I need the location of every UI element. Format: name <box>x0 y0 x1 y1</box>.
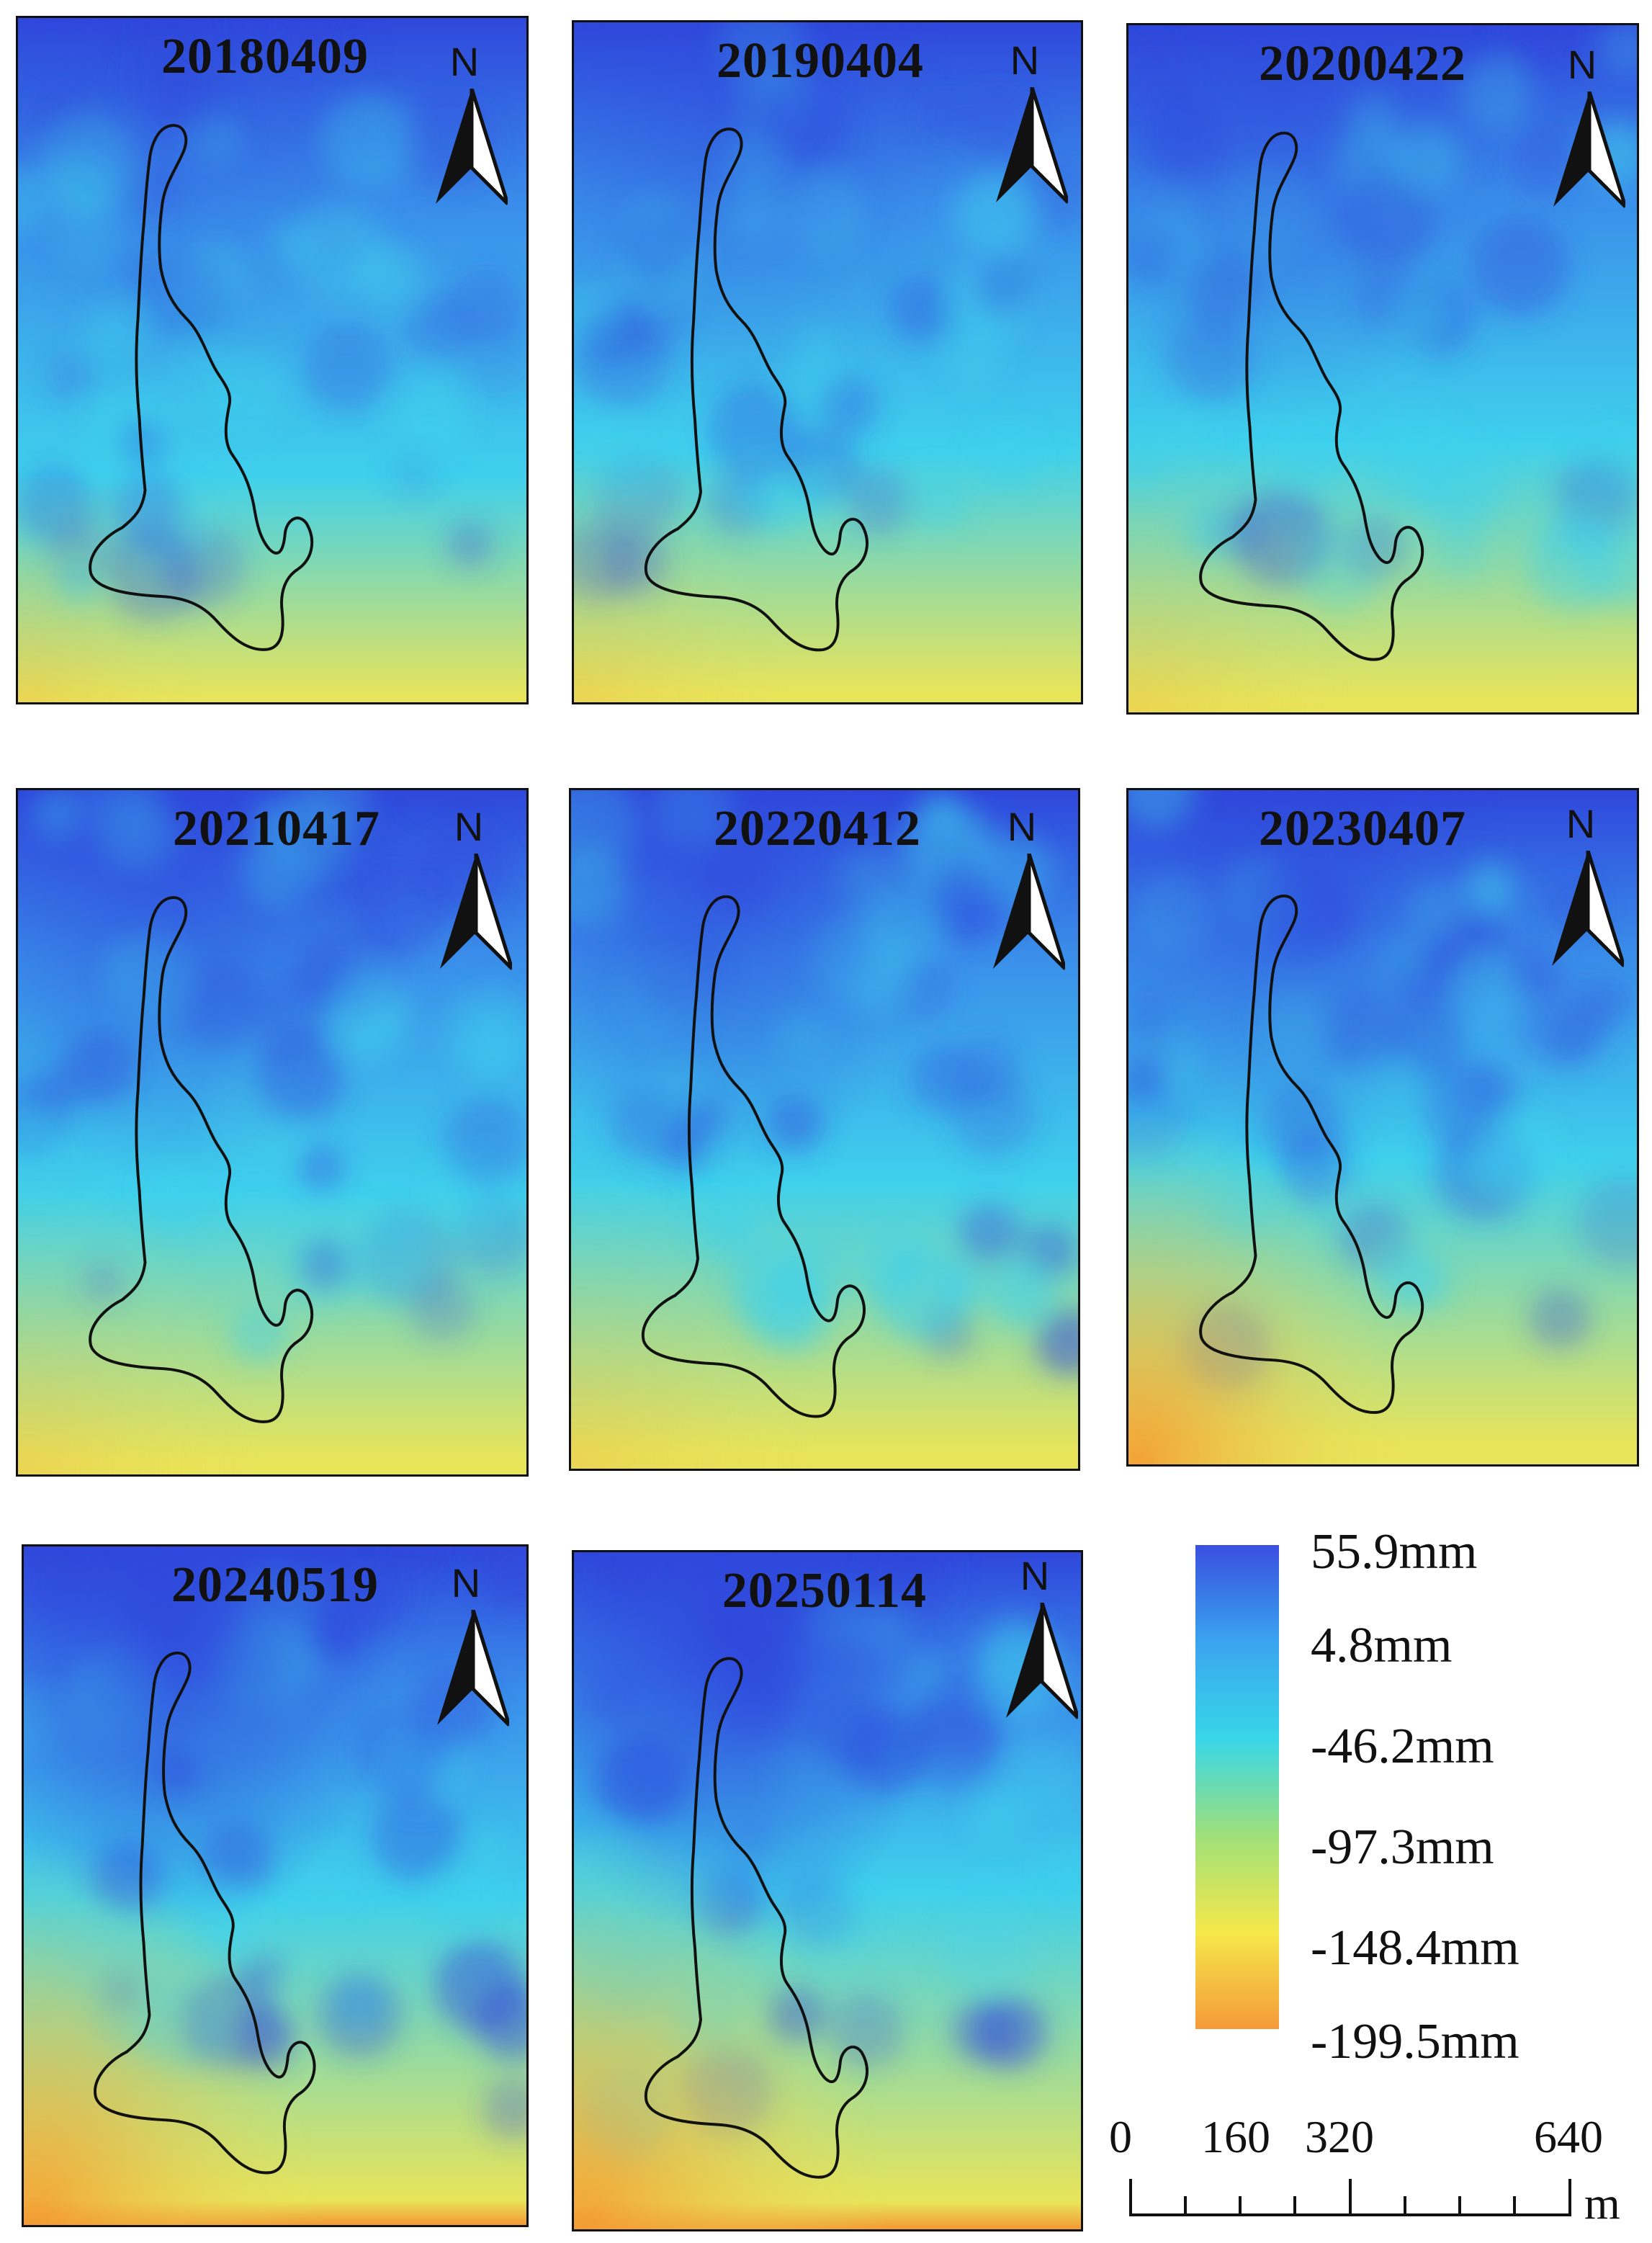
panel-date-title: 20180409 <box>161 29 369 84</box>
legend-label: 4.8mm <box>1311 1618 1453 1673</box>
north-label: N <box>1567 42 1597 87</box>
map-panel-7: 20240519 N <box>22 1544 529 2227</box>
north-label: N <box>1010 37 1040 83</box>
north-label: N <box>451 1560 481 1606</box>
map-panel-5: 20220412 N <box>569 788 1080 1471</box>
north-arrow-icon <box>1552 851 1624 967</box>
north-label: N <box>1566 801 1596 846</box>
landslide-boundary <box>1199 894 1424 1414</box>
north-arrow-icon <box>436 89 508 205</box>
north-arrow: N <box>992 1552 1078 1740</box>
deformation-raster <box>571 790 1078 1469</box>
north-arrow: N <box>1539 41 1625 228</box>
panel-date-title: 20220412 <box>714 801 921 856</box>
deformation-raster <box>18 790 526 1474</box>
legend-label: -148.4mm <box>1311 1920 1519 1976</box>
landslide-boundary <box>644 127 868 652</box>
map-panel-8: 20250114 N <box>572 1550 1083 2231</box>
scale-unit: m <box>1584 2177 1620 2229</box>
scale-bar-ruler <box>1129 2179 1571 2216</box>
legend-label: 55.9mm <box>1311 1524 1478 1580</box>
north-arrow-icon <box>1006 1603 1078 1719</box>
panel-date-title: 20230407 <box>1259 801 1466 856</box>
deformation-raster <box>574 22 1081 702</box>
scale-tick-label: 640 <box>1534 2111 1603 2162</box>
north-arrow: N <box>421 38 508 225</box>
landslide-boundary <box>89 124 314 651</box>
north-label: N <box>454 804 484 849</box>
north-arrow-icon <box>440 854 512 970</box>
deformation-raster <box>18 18 526 702</box>
raster-subsidence-zone <box>18 790 526 1474</box>
north-arrow-icon <box>1553 91 1625 208</box>
raster-subsidence-zone <box>571 790 1078 1469</box>
north-arrow: N <box>979 803 1065 990</box>
landslide-boundary <box>641 895 866 1418</box>
deformation-raster <box>574 1552 1081 2229</box>
legend-label: -199.5mm <box>1311 2014 1519 2069</box>
deformation-raster <box>1128 790 1637 1464</box>
legend-label: -97.3mm <box>1311 1819 1494 1875</box>
landslide-boundary <box>89 896 314 1423</box>
legend-label: -46.2mm <box>1311 1719 1494 1774</box>
scale-tick-label: 160 <box>1201 2111 1270 2162</box>
north-arrow: N <box>423 1559 509 1747</box>
raster-subsidence-zone <box>1128 25 1637 712</box>
scale-tick-label: 0 <box>1109 2111 1132 2162</box>
raster-subsidence-zone <box>1128 790 1637 1464</box>
panel-date-title: 20200422 <box>1259 36 1466 91</box>
raster-subsidence-zone <box>18 18 526 702</box>
north-arrow: N <box>426 803 512 990</box>
landslide-boundary <box>644 1657 868 2179</box>
north-arrow: N <box>1537 800 1624 988</box>
raster-subsidence-zone <box>574 1552 1081 2229</box>
north-arrow-icon <box>996 87 1068 204</box>
map-panel-3: 20200422 N <box>1126 23 1639 715</box>
landslide-boundary <box>1199 131 1424 661</box>
raster-subsidence-zone <box>24 1546 526 2225</box>
scale-bar: 0 160 320 640 m <box>1109 2110 1642 2229</box>
map-panel-4: 20210417 N <box>16 788 529 1477</box>
north-label: N <box>1007 804 1037 849</box>
north-arrow: N <box>982 37 1068 224</box>
color-legend-bar <box>1195 1545 1279 2029</box>
landslide-boundary <box>94 1651 316 2175</box>
panel-date-title: 20240519 <box>171 1557 379 1613</box>
north-label: N <box>1020 1553 1050 1598</box>
north-label: N <box>449 39 480 84</box>
map-panel-6: 20230407 N <box>1126 788 1639 1467</box>
deformation-raster <box>24 1546 526 2225</box>
north-arrow-icon <box>437 1610 509 1727</box>
panel-date-title: 20190404 <box>717 33 924 89</box>
panel-date-title: 20250114 <box>722 1563 928 1619</box>
north-arrow-icon <box>993 854 1065 970</box>
raster-subsidence-zone <box>574 22 1081 702</box>
map-panel-2: 20190404 N <box>572 20 1083 704</box>
deformation-raster <box>1128 25 1637 712</box>
panel-date-title: 20210417 <box>173 801 380 856</box>
map-panel-1: 20180409 N <box>16 16 529 704</box>
scale-tick-label: 320 <box>1305 2111 1374 2162</box>
